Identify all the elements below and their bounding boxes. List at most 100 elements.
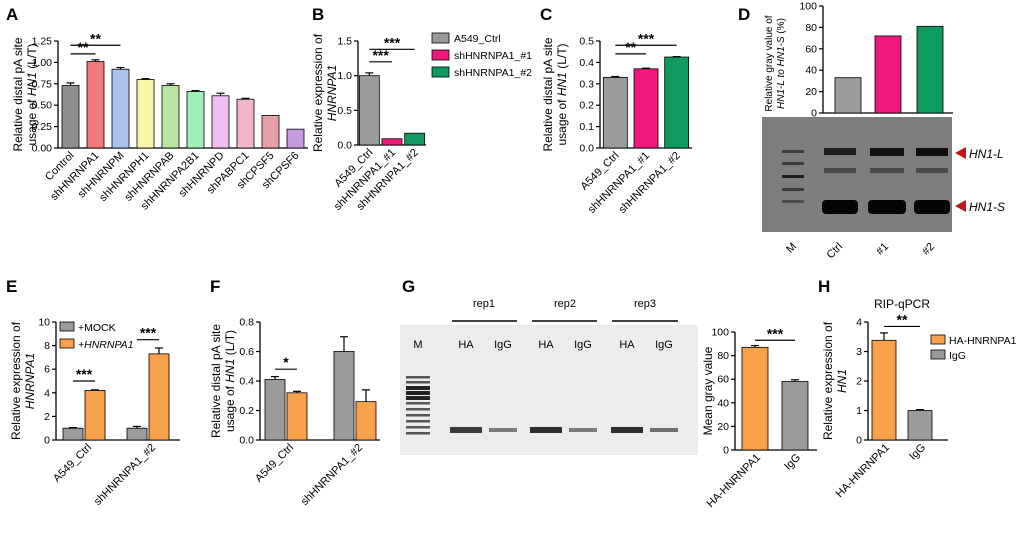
chart-e-category-label: A549_Ctrl [51, 442, 94, 485]
gel-d-lane-ctrl: Ctrl [825, 241, 846, 262]
chart-g-sig-label: *** [767, 325, 784, 341]
chart-f-ylabel: Relative distal pA siteusage of HN1 (L/T… [209, 324, 237, 438]
chart-b-bar [358, 75, 380, 146]
legend-b-swatch-1 [431, 49, 450, 61]
chart-d: 0 20 40 60 80 100 Relative gray value ofHN1-L … [764, 1, 953, 120]
gel-g-band-ha2 [530, 427, 562, 433]
gel-d-band-s-label: HN1-S [969, 200, 1005, 214]
chart-e-sig-label: *** [140, 325, 157, 341]
gel-g-marker-band [406, 391, 430, 395]
chart-h-sig-label: ** [897, 311, 908, 327]
gel-d-band-1-mid [870, 168, 904, 173]
chart-g-category-label: IgG [782, 452, 803, 473]
chart-e-ytick-label: 10 [38, 317, 50, 329]
chart-a-ytick-label: 0.75 [32, 78, 53, 90]
chart-f-ytick-label: 0.6 [239, 346, 254, 358]
chart-f-category-label: A549_Ctrl [253, 442, 296, 485]
chart-f-sig-label: * [283, 354, 289, 370]
chart-g-bar [741, 346, 769, 451]
panel-label-h: H [818, 277, 830, 296]
chart-a-ytick-label: 0.00 [32, 143, 53, 155]
gel-g-lane-ha2: HA [538, 339, 554, 351]
chart-a-ytick-label: 1.00 [32, 57, 53, 69]
legend-e-label-mock: +MOCK [78, 322, 116, 334]
chart-d-ytick-label: 40 [805, 65, 817, 77]
chart-h: 0 1 2 3 4 Relative expression ofHN1HA-HNRNPA1… [821, 311, 948, 500]
gel-d-image [762, 117, 952, 232]
chart-c-bar [633, 68, 659, 149]
gel-g-band-igg3 [650, 428, 678, 432]
chart-h-bar [871, 339, 897, 441]
chart-c-ytick-label: 0.3 [579, 78, 594, 90]
gel-d-lane-1: #1 [874, 241, 891, 258]
legend-e-label-hn: +HNRNPA1 [78, 339, 134, 351]
chart-f-bar [264, 379, 286, 441]
legend-h-label-igg: IgG [949, 350, 966, 362]
chart-g: 0 20 40 60 80 100 Mean gray value HA-HNRNPA1 IgG… [701, 325, 817, 510]
chart-f-bar [333, 351, 355, 441]
gel-d-band-l-label: HN1-L [969, 147, 1004, 161]
chart-c-ylabel: Relative distal pA siteusage of HN1 (L/T… [541, 37, 569, 151]
chart-d-ytick-label: 60 [805, 43, 817, 55]
gel-g-band-ha3 [611, 427, 643, 433]
chart-b-bar [381, 138, 403, 146]
gel-d-marker-2 [782, 162, 804, 165]
chart-a-bar [186, 91, 205, 149]
chart-h-title: RIP-qPCR [874, 297, 930, 311]
gel-d-band-1-s [868, 200, 906, 214]
chart-e-ytick-label: 0 [44, 435, 50, 447]
gel-d: HN1-L HN1-S M Ctrl #1 #2 [762, 117, 1005, 261]
gel-g-marker-ladder [406, 376, 430, 435]
gel-d-band-ctrl-s [822, 200, 858, 214]
legend-b-swatch-ctrl [431, 32, 450, 44]
gel-d-lane-m: M [784, 241, 799, 256]
chart-a-bar [236, 98, 255, 149]
gel-g-rep3: rep3 [634, 298, 656, 310]
chart-c-bar [602, 76, 628, 149]
chart-f-ytick-label: 0.2 [239, 405, 254, 417]
panel-label-a: A [6, 5, 18, 24]
gel-d-band-ctrl-l [824, 148, 856, 155]
gel-d-band-2-mid [916, 168, 948, 173]
gel-d-arrow-s-icon [955, 200, 966, 212]
chart-b-sig-label: *** [384, 34, 401, 50]
gel-d-arrow-l-icon [955, 147, 966, 159]
gel-d-band-1-l [870, 148, 904, 156]
gel-g-lane-igg2: IgG [574, 339, 592, 351]
gel-g-lane-igg1: IgG [494, 339, 512, 351]
panel-label-b: B [312, 5, 324, 24]
chart-e-ytick-label: 8 [44, 340, 50, 352]
chart-e-ytick-label: 6 [44, 364, 50, 376]
chart-f-bar [286, 392, 308, 441]
chart-a-ylabel: Relative distal pA siteusage of HN1 (L/T… [11, 37, 39, 151]
chart-d-ytick-label: 20 [805, 86, 817, 98]
chart-e-bar [126, 427, 148, 441]
chart-d-ytick-label: 0 [811, 108, 817, 120]
panel-label-f: F [210, 277, 220, 296]
gel-g-marker-band [406, 396, 430, 400]
gel-g-lane-m: M [413, 339, 422, 351]
gel-d-band-ctrl-mid [824, 168, 856, 173]
chart-h-ytick-label: 1 [856, 405, 862, 417]
gel-d-marker-3 [782, 175, 804, 178]
chart-f-ytick-label: 0.0 [239, 435, 254, 447]
chart-e-ylabel: Relative expression ofHNRNPA1 [9, 321, 37, 440]
gel-g-band-igg2 [569, 428, 597, 432]
gel-d-band-2-l [916, 148, 948, 156]
chart-a-sig-label: ** [78, 39, 89, 55]
chart-c-ytick-label: 0.1 [579, 121, 594, 133]
chart-f-category-label: shHNRNPA1_#2 [299, 442, 365, 508]
chart-c-ytick-label: 0.5 [579, 36, 594, 48]
chart-b-ytick-label: 1.5 [337, 36, 352, 48]
chart-f-ytick-label: 0.4 [239, 376, 254, 388]
gel-g-marker-band [406, 386, 430, 390]
chart-a-bar [161, 85, 180, 149]
chart-h-ytick-label: 3 [856, 346, 862, 358]
chart-c-bar [664, 56, 690, 149]
chart-a-ytick-label: 1.25 [32, 36, 53, 48]
gel-g-marker-band [406, 420, 430, 423]
chart-e-category-label: shHNRNPA1_#2 [92, 442, 158, 508]
chart-b-ytick-label: 0.5 [337, 105, 352, 117]
gel-g: M HA IgG HA IgG HA IgG rep1 rep2 rep3 [400, 298, 698, 455]
